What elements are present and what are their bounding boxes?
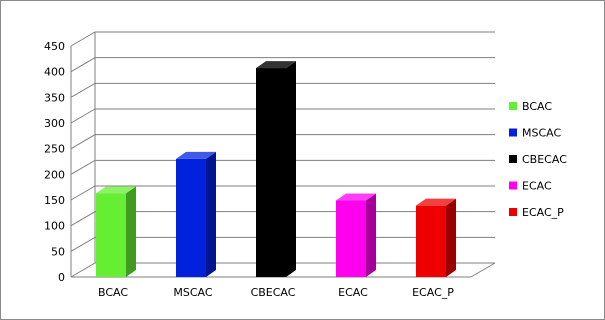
legend-entry: ECAC_P [509,206,564,219]
bar-front-face [256,68,286,277]
y-tick-label: 450 [44,40,65,53]
x-category-label: CBECAC [251,286,296,299]
legend-label: ECAC_P [522,206,564,219]
bar-side-face [286,61,296,277]
bar-top-face [96,186,136,194]
bar-top-face [336,193,376,201]
y-tick-label: 0 [58,271,65,284]
legend-entry: ECAC [509,180,552,193]
legend-swatch [509,102,517,110]
y-tick-label: 100 [44,220,65,233]
y-tick-label: 50 [51,245,65,258]
bar-top-face [176,151,216,159]
y-tick-label: 400 [44,66,65,79]
bar-cbecac [256,61,296,277]
bar-front-face [176,158,206,277]
x-category-label: MSCAC [173,286,212,299]
bar-ecac-p [416,198,456,277]
bar-bcac [96,186,136,277]
legend-swatch [509,128,517,137]
bar-top-face [416,198,456,206]
x-category-label: ECAC [338,286,368,299]
x-category-labels: BCAC MSCAC CBECAC ECAC ECAC_P [98,286,454,299]
legend-label: ECAC [522,180,552,193]
legend-swatch [509,155,517,163]
bars [96,61,456,277]
y-tick-label: 150 [44,194,65,207]
bar-front-face [416,205,446,277]
legend: BCAC MSCAC CBECAC ECAC ECAC_P [509,100,567,219]
legend-entry: MSCAC [509,127,561,140]
bar-front-face [96,193,126,277]
y-tick-labels: 0 50 100 150 200 250 300 350 400 450 [44,40,65,284]
y-tick-label: 300 [44,117,65,130]
x-category-label: BCAC [98,286,128,299]
y-tick-label: 250 [44,143,65,156]
floor-right-edge [470,262,496,278]
bar-mscac [176,151,216,277]
y-tick-label: 200 [44,168,65,181]
y-tick-label: 350 [44,91,65,104]
legend-label: MSCAC [522,127,561,140]
bar-ecac [336,193,376,277]
legend-swatch [509,208,517,216]
legend-label: BCAC [522,100,552,113]
bar-side-face [446,198,456,277]
x-category-label: ECAC_P [412,286,454,299]
gridline [70,31,495,47]
bar-side-face [126,186,136,277]
legend-entry: BCAC [509,100,552,113]
bar-top-face [256,61,296,69]
legend-entry: CBECAC [509,153,567,166]
bar-side-face [206,151,216,277]
legend-swatch [509,181,517,190]
bar-front-face [336,200,366,277]
bar-side-face [366,193,376,277]
legend-label: CBECAC [522,153,567,166]
